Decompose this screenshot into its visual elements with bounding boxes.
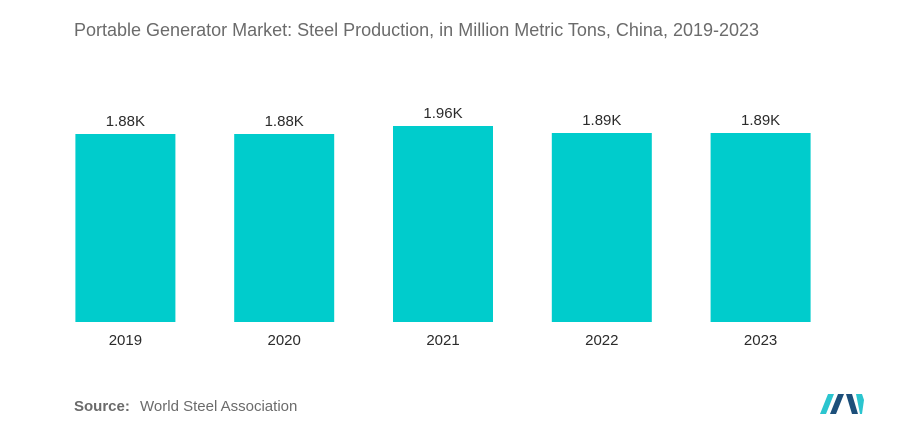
category-labels-group: 2019 2020 2021 2022 2023 bbox=[109, 332, 778, 349]
mordor-intelligence-logo-icon bbox=[820, 394, 864, 414]
bar-2019 bbox=[75, 134, 176, 322]
category-label-2019: 2019 bbox=[109, 332, 142, 349]
chart-title: Portable Generator Market: Steel Product… bbox=[74, 20, 760, 40]
logo-shape-far-right bbox=[856, 394, 864, 414]
bar-chart: 1.88K 1.88K 1.96K 1.89K 1.89K 2019 2020 2021 20… bbox=[75, 105, 811, 349]
bar-2022 bbox=[551, 133, 652, 322]
bar-2020 bbox=[234, 134, 335, 322]
logo-shape-right bbox=[846, 394, 858, 414]
value-label-2021: 1.96K bbox=[423, 105, 462, 122]
value-labels-group: 1.88K 1.88K 1.96K 1.89K 1.89K bbox=[106, 105, 780, 130]
logo-shape-middle bbox=[830, 394, 844, 414]
logo-shape-left bbox=[820, 394, 834, 414]
value-label-2022: 1.89K bbox=[582, 112, 621, 129]
value-label-2020: 1.88K bbox=[265, 113, 304, 130]
source-label: Source: bbox=[74, 398, 130, 415]
category-label-2021: 2021 bbox=[426, 332, 459, 349]
category-label-2023: 2023 bbox=[744, 332, 777, 349]
value-label-2019: 1.88K bbox=[106, 113, 145, 130]
source-note: Source: World Steel Association bbox=[74, 398, 297, 415]
category-label-2022: 2022 bbox=[585, 332, 618, 349]
bar-2021 bbox=[393, 126, 493, 322]
category-label-2020: 2020 bbox=[268, 332, 301, 349]
bar-2023 bbox=[710, 133, 811, 322]
source-text: World Steel Association bbox=[140, 398, 298, 415]
bars-group bbox=[75, 126, 811, 322]
value-label-2023: 1.89K bbox=[741, 112, 780, 129]
